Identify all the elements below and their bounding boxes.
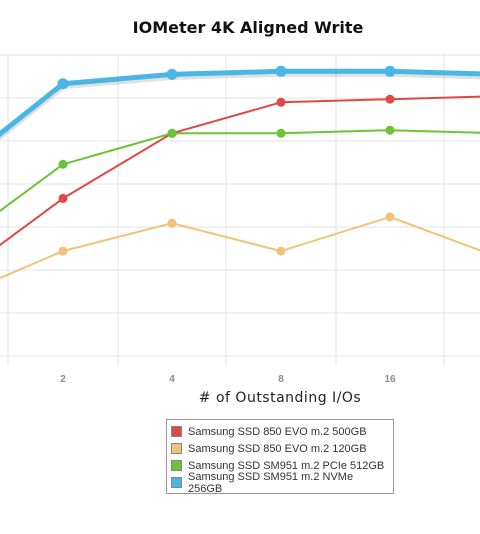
series-1 [0, 94, 480, 247]
data-point [58, 159, 68, 169]
x-tick-labels: 2 4 8 16 [60, 374, 396, 385]
line-chart: 2 4 8 16 [0, 54, 480, 385]
x-axis-label: # of Outstanding I/Os [198, 390, 362, 406]
series-line [0, 95, 480, 247]
data-point [276, 128, 286, 138]
legend-label: Samsung SSD SM951 m.2 NVMe 256GB [188, 470, 354, 495]
legend-item: Samsung SSD SM951 m.2 NVMe 256GB [171, 471, 389, 495]
data-point [385, 125, 395, 135]
data-point [167, 218, 177, 228]
data-point [275, 65, 287, 77]
legend-swatch [171, 426, 182, 437]
legend-item: Samsung SSD 850 EVO m.2 120GB [171, 440, 389, 457]
series-line [0, 216, 480, 280]
legend-swatch [171, 460, 182, 471]
legend: Samsung SSD 850 EVO m.2 500GB Samsung SSD… [166, 419, 394, 495]
data-point [385, 94, 395, 104]
data-point [167, 128, 177, 138]
legend-item: Samsung SSD 850 EVO m.2 500GB [171, 423, 389, 440]
data-point [276, 97, 286, 107]
chart-title: IOMeter 4K Aligned Write [132, 18, 364, 37]
series-3 [0, 125, 480, 213]
x-tick-label: 16 [384, 374, 396, 385]
x-tick-label: 8 [278, 374, 284, 385]
legend-label: Samsung SSD SM951 m.2 PCIe 512GB [188, 459, 385, 472]
data-point [58, 246, 68, 256]
legend-swatch [171, 443, 182, 454]
data-point [385, 212, 395, 222]
legend-label: Samsung SSD 850 EVO m.2 500GB [188, 425, 367, 438]
legend-swatch [171, 477, 182, 488]
legend-item: Samsung SSD SM951 m.2 PCIe 512GB [171, 457, 389, 474]
x-tick-label: 2 [60, 374, 66, 385]
data-point [166, 68, 178, 80]
series-line [0, 68, 480, 138]
data-point [276, 246, 286, 256]
data-point [57, 78, 69, 90]
legend-label: Samsung SSD 850 EVO m.2 120GB [188, 442, 367, 455]
grid-lines [0, 54, 480, 365]
series-4 [0, 65, 480, 141]
series-line-shadow [0, 69, 480, 141]
series-line [0, 129, 480, 213]
series-2 [0, 212, 480, 280]
series-layer [0, 65, 480, 280]
data-point [384, 65, 396, 77]
data-point [58, 193, 68, 203]
x-tick-label: 4 [169, 374, 175, 385]
